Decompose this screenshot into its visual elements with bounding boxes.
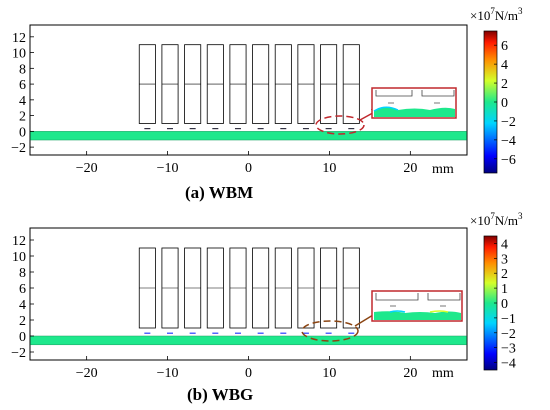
x-tick-label: −10: [157, 161, 179, 176]
colorbar-tick-label: −3: [501, 342, 516, 357]
colorbar-unit: ×107N/m3: [470, 6, 523, 23]
colorbar-unit: ×107N/m3: [470, 211, 523, 228]
y-tick-label: 10: [12, 47, 26, 62]
y-tick-label: 2: [19, 314, 26, 329]
x-tick-label: 10: [322, 161, 336, 176]
zoom-inset: [371, 290, 463, 322]
y-tick-label: 8: [19, 62, 26, 77]
steel-plate: [30, 335, 467, 346]
y-tick-label: 12: [12, 234, 26, 249]
y-tick-label: 4: [19, 298, 26, 313]
x-tick-label: 20: [403, 161, 417, 176]
colorbar-tick-label: 6: [501, 39, 508, 54]
colorbar-tick-label: 2: [501, 267, 508, 282]
colorbar-tick-label: 1: [501, 282, 508, 297]
colorbar-tick-label: −4: [501, 357, 516, 372]
y-tick-label: 6: [19, 282, 26, 297]
colorbar-tick-label: 3: [501, 252, 508, 267]
colorbar-tick-label: 4: [501, 237, 508, 252]
magnet-array: [138, 247, 360, 329]
x-tick-label: −20: [76, 161, 98, 176]
y-tick-label: 4: [19, 94, 26, 109]
y-tick-label: 0: [19, 330, 26, 345]
colorbar-tick-label: 0: [501, 96, 508, 111]
y-tick-label: −2: [11, 346, 26, 361]
y-tick-label: 6: [19, 78, 26, 93]
panel-caption: (a) WBM: [185, 183, 253, 202]
x-tick-label: −20: [76, 366, 98, 381]
colorbar-tick-label: −2: [501, 115, 516, 130]
y-tick-label: −2: [11, 141, 26, 156]
colorbar-tick-label: 4: [501, 58, 508, 73]
colorbar-tick-label: −1: [501, 312, 516, 327]
highlight-ellipse: [301, 320, 359, 342]
y-tick-label: 2: [19, 110, 26, 125]
x-tick-label: 0: [245, 161, 252, 176]
highlight-ellipse: [315, 115, 365, 135]
colorbar: ×107N/m3 6 4 2 0 −2 −4 −6: [470, 6, 523, 174]
y-tick-label: 10: [12, 250, 26, 265]
y-tick-label: 8: [19, 266, 26, 281]
x-tick-label: −10: [157, 366, 179, 381]
x-tick-label: 10: [322, 366, 336, 381]
y-tick-label: 12: [12, 31, 26, 46]
panel-caption: (b) WBG: [187, 385, 253, 404]
magnet-array: [138, 44, 360, 124]
colorbar-tick-label: 0: [501, 297, 508, 312]
x-tick-label: 0: [245, 366, 252, 381]
colorbar-tick-label: −4: [501, 134, 516, 149]
steel-plate: [30, 131, 467, 141]
colorbar-tick-label: −2: [501, 327, 516, 342]
y-tick-label: 0: [19, 125, 26, 140]
colorbar-tick-label: 2: [501, 77, 508, 92]
colorbar-tick-label: −6: [501, 153, 516, 168]
x-tick-label: 20: [403, 366, 417, 381]
x-unit-label: mm: [432, 366, 454, 381]
zoom-inset: [371, 87, 457, 119]
x-unit-label: mm: [432, 162, 454, 177]
